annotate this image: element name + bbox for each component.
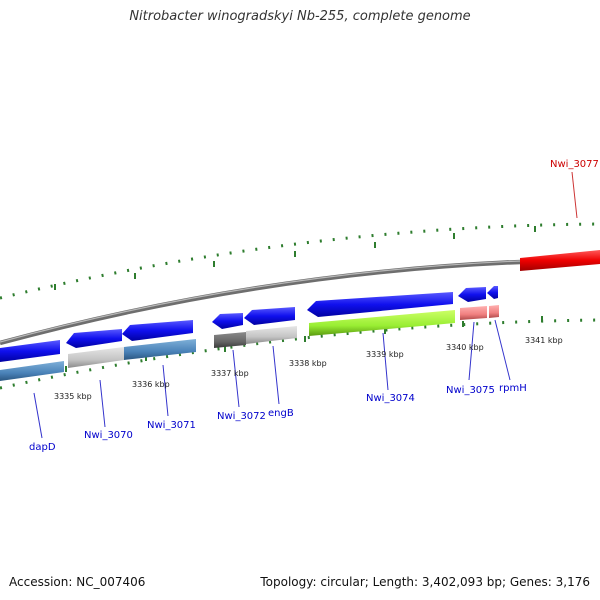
tick-label: 3340 kbp	[446, 343, 484, 352]
gene-label-dapD: dapD	[29, 442, 56, 453]
gene-Nwi_3077-arrow	[520, 250, 600, 271]
gene-label-Nwi_3075: Nwi_3075	[446, 385, 495, 396]
leader-Nwi_3071	[162, 364, 169, 417]
gene-features	[0, 250, 600, 381]
gene-label-Nwi_3070: Nwi_3070	[84, 430, 133, 441]
map-title: Nitrobacter winogradskyi Nb-255, complet…	[129, 9, 471, 24]
gene-Nwi_3071-arrow	[122, 320, 193, 341]
tick-label: 3339 kbp	[366, 350, 404, 359]
tick-label: 3337 kbp	[211, 369, 249, 378]
accession-text: Accession: NC_007406	[9, 575, 146, 589]
gene-label-Nwi_3071: Nwi_3071	[147, 420, 196, 431]
gene-label-Nwi_3072: Nwi_3072	[217, 411, 266, 422]
gene-label-Nwi_3077: Nwi_3077	[550, 159, 599, 170]
gene-label-rpmH: rpmH	[499, 383, 527, 394]
inner-tick-row	[0, 318, 600, 390]
tick-labels: 3335 kbp 3336 kbp 3337 kbp 3338 kbp 3339…	[54, 336, 563, 401]
leader-Nwi_3070	[99, 379, 106, 428]
genome-summary-text: Topology: circular; Length: 3,402,093 bp…	[260, 575, 590, 589]
gene-dapD-body	[0, 361, 64, 381]
leader-engB	[272, 345, 280, 405]
gene-label-Nwi_3074: Nwi_3074	[366, 393, 415, 404]
gene-Nwi_3071-body	[124, 339, 196, 360]
gene-Nwi_3072-body	[214, 332, 246, 348]
leader-rpmH	[494, 319, 511, 381]
gene-Nwi_3072-arrow	[212, 313, 243, 329]
leader-Nwi_3077	[571, 171, 578, 219]
tick-label: 3338 kbp	[289, 359, 327, 368]
gene-rpmH-body	[489, 305, 499, 318]
gene-Nwi_3070-body	[68, 347, 124, 368]
leader-lines	[33, 171, 578, 439]
tick-label: 3341 kbp	[525, 336, 563, 345]
gene-dapD-arrow	[0, 340, 60, 362]
gene-Nwi_3075-arrow	[458, 287, 486, 302]
tick-label: 3335 kbp	[54, 392, 92, 401]
outer-tick-row	[0, 222, 600, 300]
gene-rpmH-arrow	[487, 286, 498, 299]
leader-Nwi_3075	[468, 321, 475, 381]
gene-Nwi_3075-body	[460, 306, 487, 320]
leader-Nwi_3074	[382, 332, 389, 391]
tick-label: 3336 kbp	[132, 380, 170, 389]
gene-labels: dapD Nwi_3070 Nwi_3071 Nwi_3072 engB Nwi…	[29, 159, 599, 453]
gene-label-engB: engB	[268, 408, 294, 419]
leader-dapD	[33, 392, 43, 439]
genome-backbone-highlight	[0, 258, 600, 343]
gene-Nwi_3074-body	[309, 310, 455, 336]
gene-Nwi_3070-arrow	[66, 329, 122, 348]
gene-engB-arrow	[244, 307, 295, 325]
leader-Nwi_3072	[232, 349, 240, 408]
genome-backbone	[0, 257, 600, 346]
gene-engB-body	[246, 326, 297, 344]
gene-Nwi_3074-arrow	[307, 292, 453, 317]
